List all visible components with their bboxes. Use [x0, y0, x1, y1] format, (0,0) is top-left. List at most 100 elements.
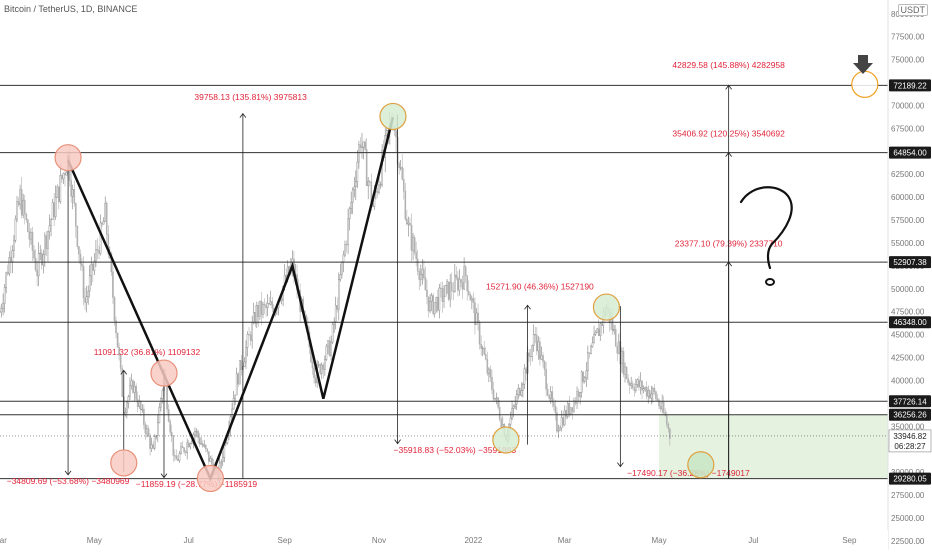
candle-body	[5, 272, 7, 288]
candle-body	[401, 167, 404, 180]
candle-body	[466, 275, 469, 292]
candle-body	[542, 355, 544, 362]
circle-marker[interactable]	[492, 426, 520, 454]
candle-body	[144, 424, 147, 434]
circle-marker[interactable]	[54, 144, 82, 172]
measure-label: 39758.13 (135.81%) 3975813	[194, 92, 307, 102]
candle-body	[358, 144, 360, 163]
candle-body	[593, 334, 595, 344]
y-tick-label: 55000.00	[891, 239, 925, 248]
circle-marker[interactable]	[110, 449, 138, 477]
candle-body	[95, 249, 97, 262]
candle-body	[153, 436, 156, 449]
question-mark-dot	[765, 278, 775, 286]
candle-body	[410, 224, 413, 251]
candle-body	[488, 368, 490, 374]
candle-body	[512, 406, 515, 409]
candle-body	[42, 254, 45, 266]
y-tick-label: 42500.00	[891, 354, 925, 363]
time-axis[interactable]	[0, 530, 888, 550]
circle-marker[interactable]	[379, 102, 407, 131]
candle-body	[328, 340, 331, 356]
candle-body	[269, 301, 272, 305]
candle-body	[655, 391, 657, 400]
circle-marker[interactable]	[150, 359, 178, 387]
candle-body	[471, 298, 473, 301]
candle-body	[662, 402, 665, 413]
candle-body	[99, 222, 102, 254]
price-axis[interactable]	[888, 0, 932, 550]
candle-body	[0, 311, 1, 313]
candle-body	[395, 130, 397, 138]
candle-body	[426, 289, 428, 298]
y-tick-label: 77500.00	[891, 33, 925, 42]
candle-body	[175, 455, 178, 460]
candle-body	[576, 391, 578, 404]
candle-body	[407, 222, 410, 225]
candle-body	[156, 422, 159, 436]
candle-body	[50, 219, 52, 226]
candle-body	[532, 334, 535, 346]
candle-body	[433, 302, 436, 314]
candle-body	[644, 387, 646, 389]
candle-body	[194, 431, 196, 435]
level-price-tag	[889, 408, 931, 421]
candle-body	[330, 341, 332, 356]
candle-body	[33, 250, 35, 259]
circle-marker[interactable]	[687, 451, 715, 479]
candle-body	[642, 388, 645, 391]
candle-body	[432, 295, 434, 314]
currency-selector[interactable]: USDT	[897, 4, 928, 16]
candle-body	[463, 266, 465, 290]
candle-body	[622, 350, 625, 375]
measure-label: −11859.19 (−28.77%) −1185919	[136, 479, 258, 489]
arrow-down-icon	[853, 55, 873, 74]
candle-body	[351, 189, 354, 203]
candle-body	[582, 371, 585, 382]
circle-marker[interactable]	[196, 464, 224, 493]
candle-body	[540, 355, 543, 360]
candle-body	[243, 361, 246, 367]
zigzag-pattern[interactable]	[66, 117, 395, 482]
candle-body	[580, 371, 583, 393]
candle-body	[435, 296, 438, 303]
candle-body	[635, 384, 637, 391]
level-price-tag	[889, 395, 931, 408]
candle-body	[364, 141, 366, 150]
candle-body	[452, 290, 455, 293]
candle-body	[590, 346, 592, 354]
candle-body	[209, 457, 212, 462]
x-tick-label: May	[651, 536, 666, 545]
candle-body	[139, 401, 142, 411]
candle-body	[443, 295, 445, 302]
candle-body	[178, 453, 181, 461]
candle-body	[36, 269, 38, 277]
candle-body	[204, 444, 207, 450]
candle-body	[579, 392, 581, 397]
candle-body	[257, 305, 260, 317]
measure-arrowhead	[120, 369, 128, 375]
circle-marker[interactable]	[851, 70, 879, 98]
measure-label: −34809.69 (−53.68%) −3480969	[7, 476, 130, 486]
candle-body	[404, 191, 407, 220]
candle-body	[271, 301, 274, 309]
candle-body	[587, 352, 589, 372]
candle-body	[237, 373, 240, 385]
candle-body	[591, 342, 594, 347]
candle-body	[574, 400, 577, 404]
candle-body	[115, 320, 117, 334]
candle-body	[39, 252, 42, 254]
candle-body	[331, 323, 334, 343]
candle-body	[653, 388, 656, 392]
y-tick-label: 50000.00	[891, 285, 925, 294]
candle-body	[325, 345, 328, 360]
circle-marker[interactable]	[592, 293, 621, 321]
candle-body	[11, 250, 14, 262]
candle-body	[464, 266, 467, 277]
candle-body	[494, 398, 496, 400]
candle-body	[73, 189, 76, 204]
candle-body	[656, 398, 659, 401]
candle-body	[596, 328, 598, 333]
